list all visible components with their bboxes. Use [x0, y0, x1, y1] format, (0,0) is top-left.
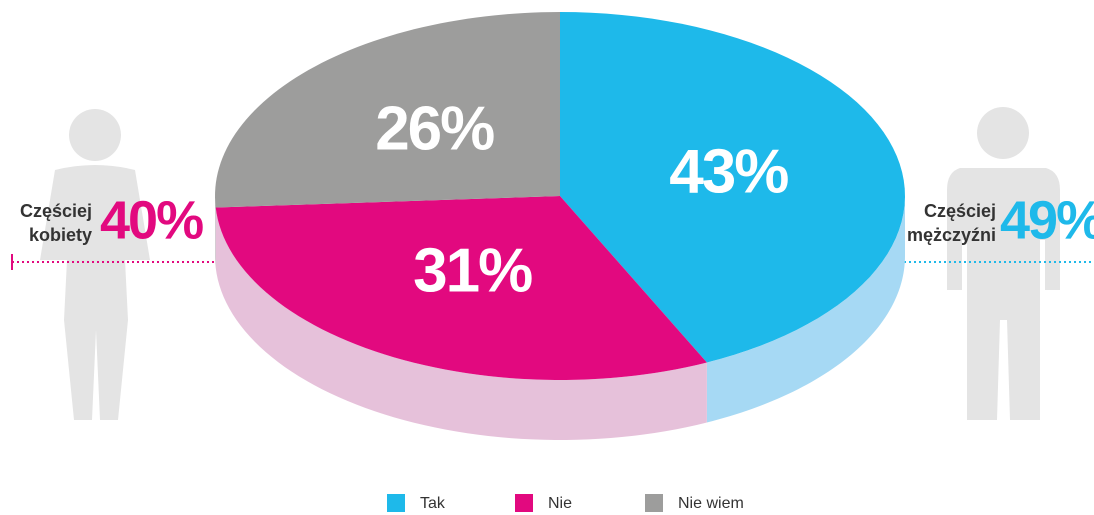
- annotation-text: mężczyźni: [907, 225, 996, 245]
- data-label: 26%: [375, 94, 494, 163]
- annotation-text: Częściej: [924, 201, 996, 221]
- pie-slice: [560, 12, 905, 363]
- male-silhouette: [947, 107, 1060, 420]
- annotation-text: Częściej: [20, 201, 92, 221]
- pie-side: [215, 196, 216, 268]
- legend-label: Nie wiem: [678, 495, 744, 512]
- pie-slice: [215, 12, 561, 208]
- pie-slice: [215, 196, 707, 380]
- legend-label: Tak: [420, 495, 446, 512]
- female-silhouette: [40, 109, 150, 420]
- legend-swatch: [515, 494, 533, 512]
- legend-swatch: [645, 494, 663, 512]
- annotation-text: kobiety: [29, 225, 92, 245]
- pie-side: [215, 207, 707, 440]
- data-label: 43%: [669, 137, 788, 206]
- annotation-value: 49%: [1000, 190, 1094, 250]
- annotation-value: 40%: [100, 190, 203, 250]
- legend-label: Nie: [548, 495, 572, 512]
- pie-side: [706, 196, 905, 423]
- data-label: 31%: [413, 237, 532, 306]
- legend-swatch: [387, 494, 405, 512]
